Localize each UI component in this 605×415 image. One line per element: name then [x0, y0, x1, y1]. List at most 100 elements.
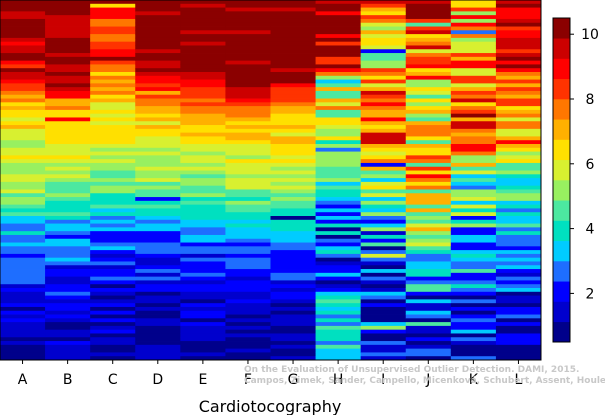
heatmap-cell [90, 37, 136, 43]
heatmap-cell [450, 197, 497, 202]
heatmap-cell [135, 98, 181, 103]
heatmap-cell [135, 162, 181, 168]
heatmap-cell [90, 147, 136, 152]
heatmap-cell [135, 125, 181, 130]
heatmap-cell [315, 132, 362, 137]
heatmap-cell [315, 242, 362, 247]
heatmap-cell [90, 322, 136, 327]
heatmap-cell [135, 329, 181, 334]
heatmap-cell [360, 295, 407, 300]
heatmap-cell [225, 113, 271, 118]
heatmap-cell [180, 30, 226, 35]
heatmap-cell [0, 306, 46, 312]
heatmap-cell [180, 64, 226, 69]
heatmap-cell [360, 337, 407, 342]
heatmap-cell [225, 128, 271, 134]
heatmap-cell [90, 333, 136, 338]
heatmap-cell [495, 37, 542, 43]
heatmap-cell [495, 238, 542, 243]
heatmap-cell [90, 261, 136, 266]
heatmap-cell [0, 181, 46, 187]
heatmap-cell [0, 200, 46, 206]
heatmap-cell [45, 348, 91, 353]
heatmap-cell [315, 22, 362, 27]
heatmap-cell [180, 299, 226, 304]
heatmap-cell [315, 166, 362, 171]
heatmap-cell [360, 34, 407, 39]
heatmap-cell [90, 242, 136, 247]
heatmap-cell [270, 200, 316, 206]
heatmap-cell [315, 269, 362, 274]
heatmap-cell [450, 280, 497, 285]
heatmap-cell [45, 128, 91, 134]
heatmap-cell [495, 45, 542, 50]
heatmap-cell [405, 219, 452, 224]
heatmap-cell [450, 250, 497, 255]
heatmap-cell [360, 200, 407, 206]
heatmap-cell [225, 306, 271, 312]
heatmap-cell [405, 11, 452, 16]
heatmap-cell [0, 299, 46, 304]
heatmap-cell [405, 0, 452, 5]
heatmap-cell [225, 216, 271, 221]
heatmap-cell [45, 212, 91, 217]
heatmap-cell [270, 208, 316, 213]
heatmap-cell [225, 200, 271, 206]
heatmap-cell [225, 174, 271, 179]
heatmap-cell [0, 344, 46, 350]
heatmap-cell [315, 288, 362, 293]
heatmap-cell [405, 204, 452, 209]
heatmap-cell [270, 49, 316, 54]
heatmap-cell [495, 109, 542, 115]
heatmap-cell [90, 276, 136, 281]
heatmap-cell [45, 174, 91, 179]
heatmap-cell [360, 178, 407, 183]
heatmap-cell [450, 162, 497, 168]
heatmap-cell [180, 125, 226, 130]
heatmap-cell [0, 128, 46, 134]
heatmap-cell [405, 68, 452, 73]
heatmap-cell [495, 60, 542, 65]
heatmap-cell [135, 45, 181, 50]
heatmap-cell [180, 128, 226, 134]
heatmap-cell [135, 22, 181, 27]
heatmap-cell [495, 329, 542, 334]
heatmap-cell [90, 174, 136, 179]
heatmap-cell [225, 291, 271, 296]
heatmap-cell [270, 174, 316, 179]
heatmap-cell [270, 197, 316, 202]
heatmap-cell [360, 147, 407, 152]
heatmap-cell [180, 352, 226, 357]
heatmap-cell [180, 242, 226, 247]
heatmap-cell [315, 265, 362, 270]
heatmap-cell [135, 113, 181, 118]
heatmap-cell [360, 170, 407, 175]
heatmap-cell [135, 322, 181, 327]
heatmap-cell [360, 45, 407, 50]
heatmap-cell [270, 140, 316, 145]
heatmap-cell [135, 295, 181, 300]
heatmap-cell [135, 280, 181, 285]
heatmap-cell [450, 303, 497, 308]
heatmap-cell [135, 7, 181, 12]
heatmap-cell [90, 128, 136, 134]
heatmap-cell [405, 238, 452, 243]
heatmap-cell [405, 223, 452, 228]
heatmap-cell [45, 56, 91, 62]
heatmap-cell [45, 238, 91, 243]
heatmap-cell [135, 318, 181, 323]
heatmap-cell [90, 106, 136, 111]
heatmap-cell [135, 299, 181, 304]
heatmap-cell [360, 216, 407, 221]
heatmap-cell [315, 272, 362, 278]
heatmap-cell [315, 253, 362, 259]
heatmap-cell [450, 0, 497, 5]
heatmap-cell [225, 15, 271, 20]
heatmap-cell [135, 3, 181, 8]
heatmap-cell [315, 306, 362, 312]
heatmap-cell [45, 269, 91, 274]
heatmap-cell [45, 155, 91, 160]
heatmap-cell [360, 356, 407, 361]
heatmap-cell [45, 26, 91, 31]
heatmap-cell [225, 242, 271, 247]
